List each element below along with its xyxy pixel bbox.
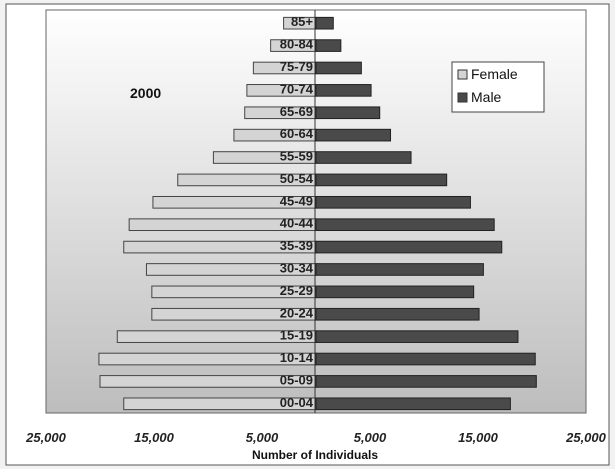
legend-label-female: Female [471,66,518,82]
legend-swatch-female [457,69,468,80]
male-bar-40-44 [315,218,495,232]
male-bar-05-09 [315,375,537,388]
male-bar-30-34 [315,263,484,276]
age-group-label-15-19: 15-19 [280,328,313,343]
male-bar-75-79 [315,61,362,75]
male-bar-85+ [315,16,334,30]
male-bar-65-69 [315,106,381,120]
age-group-label-55-59: 55-59 [280,149,313,164]
age-group-label-60-64: 60-64 [280,126,314,141]
year-annotation: 2000 [130,85,161,101]
bars-layer [98,16,537,411]
male-bar-15-19 [315,330,519,343]
age-group-label-85+: 85+ [291,14,313,29]
male-bar-10-14 [315,352,536,366]
age-group-label-70-74: 70-74 [280,81,314,96]
x-tick-label-3: 5,000 [354,430,387,445]
x-tick-label-1: 15,000 [134,430,175,445]
legend-swatch-male [457,92,468,103]
age-group-label-00-04: 00-04 [280,395,314,410]
age-group-label-50-54: 50-54 [280,171,314,186]
male-bar-45-49 [315,195,471,209]
male-bar-20-24 [315,307,480,321]
male-bar-70-74 [315,84,372,97]
age-group-label-25-29: 25-29 [280,283,313,298]
x-ticks-layer: 25,000 15,000 5,000 5,000 15,000 25,000 [25,430,607,445]
male-bar-50-54 [315,173,448,187]
x-tick-label-2: 5,000 [246,430,279,445]
age-group-label-20-24: 20-24 [280,305,314,320]
x-tick-label-5: 25,000 [565,430,607,445]
x-tick-label-0: 25,000 [25,430,67,445]
x-axis-label: Number of Individuals [252,448,378,462]
age-group-label-35-39: 35-39 [280,238,313,253]
age-group-label-45-49: 45-49 [280,193,313,208]
male-bar-25-29 [315,285,475,299]
legend: Female Male [451,61,545,113]
x-tick-label-4: 15,000 [458,430,499,445]
age-group-label-75-79: 75-79 [280,59,313,74]
age-group-label-05-09: 05-09 [280,372,313,387]
male-bar-35-39 [315,240,503,254]
age-group-label-10-14: 10-14 [280,350,314,365]
male-bar-60-64 [315,128,392,142]
male-bar-00-04 [315,397,511,411]
age-group-label-80-84: 80-84 [280,37,314,52]
age-group-label-65-69: 65-69 [280,104,313,119]
age-labels-layer: 00-04 05-09 10-14 15-19 20-24 25-29 30-34 35-39… [280,14,314,410]
age-group-label-40-44: 40-44 [280,216,314,231]
male-bar-55-59 [315,151,412,164]
legend-label-male: Male [471,89,502,105]
male-bar-80-84 [315,39,342,52]
age-group-label-30-34: 30-34 [280,260,314,275]
